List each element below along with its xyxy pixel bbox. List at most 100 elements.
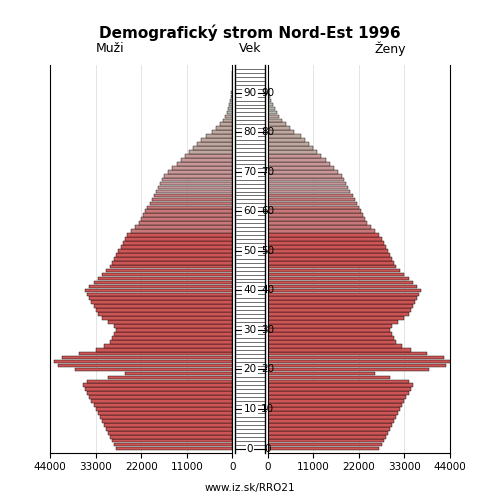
Text: 0: 0 — [264, 444, 271, 454]
Bar — [94, 280, 232, 284]
Bar — [94, 403, 232, 407]
Bar — [156, 190, 232, 194]
Bar — [135, 226, 232, 229]
Bar — [58, 364, 233, 368]
Text: 10: 10 — [244, 404, 256, 414]
Bar — [268, 150, 318, 154]
Bar — [110, 435, 232, 438]
Bar — [112, 336, 232, 340]
Bar — [268, 226, 371, 229]
Bar — [88, 380, 233, 383]
Bar — [164, 174, 232, 178]
Bar — [268, 368, 430, 372]
Bar — [268, 446, 380, 450]
Bar — [268, 324, 392, 328]
Bar — [268, 372, 376, 375]
Bar — [268, 352, 427, 356]
Bar — [88, 292, 233, 296]
Bar — [268, 257, 392, 260]
Bar — [268, 304, 412, 308]
Bar — [268, 292, 419, 296]
Bar — [268, 280, 412, 284]
Bar — [62, 356, 232, 360]
Bar — [108, 320, 232, 324]
Bar — [131, 230, 232, 233]
Bar — [114, 257, 232, 260]
Bar — [268, 210, 361, 213]
Bar — [108, 431, 232, 434]
Bar — [268, 284, 417, 288]
Bar — [268, 186, 348, 190]
Text: 70: 70 — [261, 167, 274, 177]
Bar — [104, 423, 232, 426]
Bar — [268, 435, 386, 438]
Bar — [268, 146, 313, 150]
Bar — [268, 241, 384, 245]
Bar — [268, 214, 363, 217]
Bar — [268, 166, 334, 170]
Bar — [100, 415, 232, 418]
Bar — [124, 237, 232, 241]
Bar — [268, 154, 322, 158]
Bar — [122, 241, 232, 245]
Bar — [268, 276, 408, 280]
Bar — [90, 284, 233, 288]
Bar — [268, 265, 396, 268]
Bar — [150, 202, 232, 205]
Text: 20: 20 — [261, 364, 274, 374]
Bar — [90, 396, 233, 399]
Bar — [268, 245, 386, 248]
Bar — [268, 439, 384, 442]
Text: 90: 90 — [244, 88, 256, 98]
Bar — [144, 214, 233, 217]
Bar — [268, 99, 272, 102]
Text: 0: 0 — [247, 444, 254, 454]
Bar — [268, 110, 276, 114]
Text: 80: 80 — [261, 127, 274, 137]
Bar — [230, 99, 232, 102]
Bar — [268, 222, 367, 225]
Bar — [160, 182, 232, 186]
Bar — [268, 95, 270, 98]
Text: 10: 10 — [261, 404, 274, 414]
Bar — [268, 423, 392, 426]
Bar — [124, 372, 232, 375]
Bar — [158, 186, 232, 190]
Bar — [220, 122, 232, 126]
Bar — [172, 166, 233, 170]
Bar — [102, 316, 232, 320]
Bar — [162, 178, 232, 182]
Bar — [268, 237, 382, 241]
Bar — [268, 174, 342, 178]
Text: 60: 60 — [244, 206, 256, 216]
Bar — [193, 146, 232, 150]
Bar — [110, 265, 232, 268]
Bar — [230, 102, 232, 106]
Bar — [223, 118, 232, 122]
Bar — [268, 380, 408, 383]
Bar — [268, 158, 326, 162]
Bar — [268, 411, 398, 415]
Bar — [268, 396, 406, 399]
Bar — [268, 261, 394, 264]
Bar — [268, 218, 365, 221]
Bar — [268, 142, 309, 146]
Bar — [98, 276, 232, 280]
Bar — [189, 150, 232, 154]
Bar — [104, 344, 232, 348]
Bar — [268, 431, 388, 434]
Bar — [202, 138, 232, 142]
Text: www.iz.sk/RRO21: www.iz.sk/RRO21 — [204, 483, 296, 493]
Bar — [176, 162, 233, 166]
Bar — [197, 142, 232, 146]
Bar — [94, 304, 232, 308]
Bar — [54, 360, 233, 364]
Bar — [268, 300, 414, 304]
Bar — [106, 269, 232, 272]
Bar — [268, 336, 394, 340]
Bar — [268, 122, 286, 126]
Bar — [268, 202, 356, 205]
Bar — [106, 427, 232, 430]
Bar — [114, 443, 232, 446]
Bar — [116, 253, 232, 256]
